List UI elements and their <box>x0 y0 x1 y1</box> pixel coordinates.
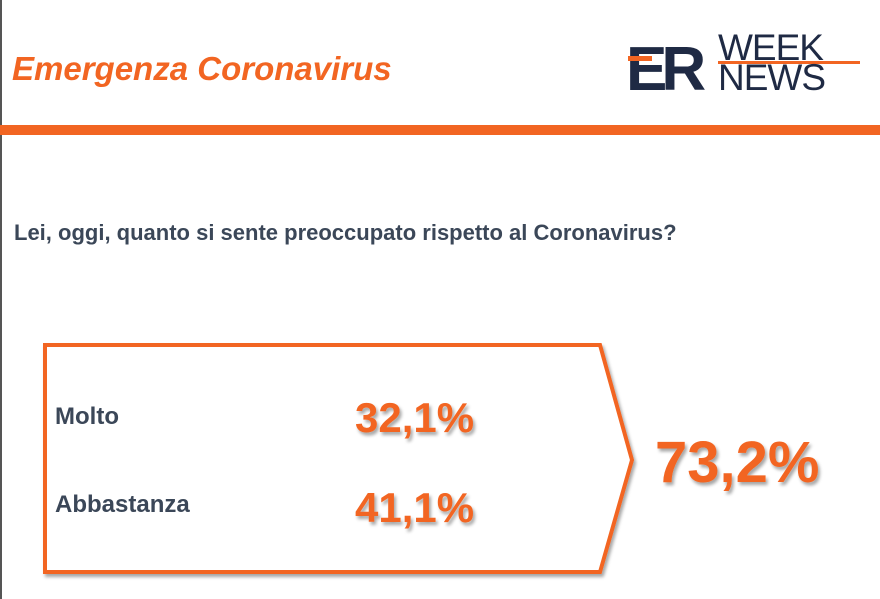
item-label: Molto <box>55 403 119 430</box>
logo-accent <box>628 56 652 61</box>
item-value: 41,1% <box>355 484 474 531</box>
answer-box <box>43 343 635 574</box>
logo: ER WEEK NEWS <box>626 27 860 104</box>
total: 73,2% <box>655 430 819 495</box>
title: Emergenza Coronavirus <box>12 50 392 87</box>
item-label: Abbastanza <box>55 491 190 518</box>
logo-bottom: NEWS <box>718 57 825 98</box>
logo-line <box>718 61 860 64</box>
header-bar <box>0 125 880 135</box>
question: Lei, oggi, quanto si sente preoccupato r… <box>14 220 677 245</box>
logo-mark: ER <box>626 35 705 104</box>
item-value: 32,1% <box>355 394 474 441</box>
